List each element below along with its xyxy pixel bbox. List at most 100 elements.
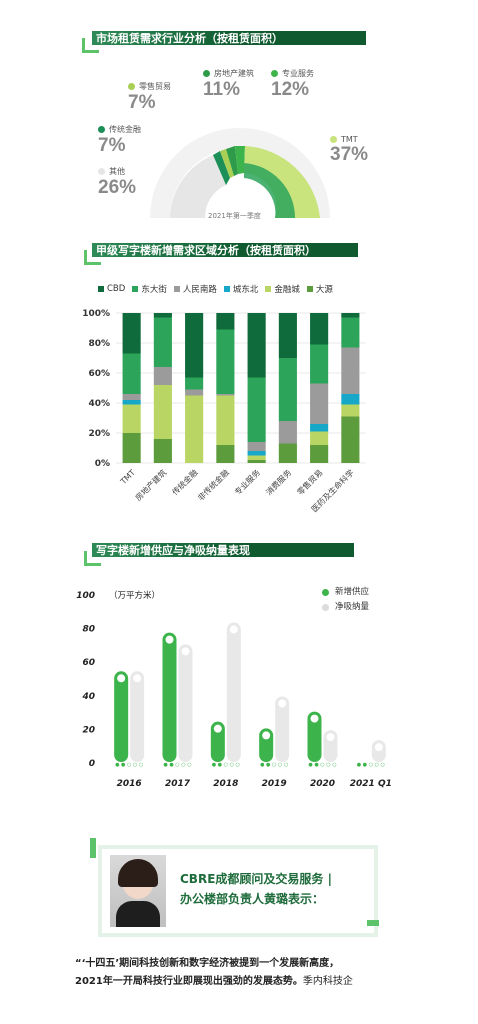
bar-segment — [153, 317, 172, 367]
pie-item-pct: 11% — [203, 79, 240, 100]
legend-swatch — [173, 286, 180, 292]
bar-segment — [153, 385, 172, 439]
bar-segment — [247, 313, 266, 378]
legend-dot — [322, 589, 329, 596]
legend-label: 金融城 — [274, 285, 300, 295]
legend-label: 大源 — [315, 285, 333, 295]
bar-segment — [278, 358, 297, 421]
pie-item-label: 传统金融 — [109, 125, 141, 134]
slice-tmt-inner — [244, 163, 296, 218]
bar-segment — [341, 416, 360, 463]
dot-icon — [98, 126, 105, 133]
quote-line2-bold: 2021年一开局科技行业即展现出强劲的发展态势。 — [75, 976, 303, 987]
supply-absorption-chart: 0 20 40 60 80 100 （万平方米） ● ● ○ ○ ○ 2016 ● ● ○ ○ ○… — [76, 590, 392, 789]
y-tick-label: 20% — [88, 429, 110, 439]
bar-segment — [278, 421, 297, 444]
legend-swatch — [132, 286, 139, 292]
legend-item: 新增供应 — [322, 585, 369, 600]
pie-item-pct: 7% — [128, 92, 156, 113]
x-tick-label: 零售贸易 — [295, 467, 325, 497]
baseline-dots: ● ● ○ ○ ○ — [115, 762, 143, 768]
dot-icon — [330, 136, 337, 143]
legend-item: 大源 — [306, 283, 333, 295]
legend-swatch — [306, 286, 313, 292]
legend-label: 人民南路 — [182, 285, 217, 295]
pie-item-label: TMT — [341, 135, 358, 144]
quote-line1: “‘十四五’期间科技创新和数字经济被提到一个发展新高度， — [75, 958, 340, 969]
bar-cap — [229, 625, 238, 634]
quote-line2-rest: 季内科技企 — [302, 976, 353, 987]
bar-segment — [122, 394, 141, 400]
y-tick-label: 0% — [95, 459, 110, 469]
bar-segment — [247, 442, 266, 451]
slice-realestate — [226, 146, 238, 176]
section-title-1: 市场租赁需求行业分析（按租赁面积） — [92, 31, 366, 45]
bar-segment — [153, 439, 172, 463]
bar-segment — [247, 460, 266, 463]
avatar — [110, 855, 166, 927]
bar-segment — [341, 347, 360, 394]
section-bracket — [84, 551, 101, 566]
bar-segment — [185, 395, 204, 463]
donut-chart — [150, 128, 330, 218]
bar-cap — [278, 699, 287, 708]
pie-caption: 2021年第一季度 — [208, 212, 261, 220]
slice-professional — [235, 146, 245, 174]
y-tick-label: 80% — [88, 339, 110, 349]
y-unit-label: （万平方米） — [109, 590, 160, 601]
slice-tmt — [244, 146, 320, 218]
legend-item: CBD — [98, 284, 125, 294]
pie-item-label: 零售贸易 — [139, 82, 171, 91]
bar-segment — [122, 404, 141, 433]
absorption-bar — [178, 644, 193, 762]
profile-title: CBRE成都顾问及交易服务 | 办公楼部负责人黄璐表示： — [180, 869, 332, 909]
profile-title-line2: 办公楼部负责人黄璐表示： — [180, 892, 325, 906]
x-tick-label: TMT — [118, 468, 137, 487]
slice-other — [170, 155, 226, 218]
bar-segment — [310, 344, 329, 384]
y-tick-label: 80 — [82, 625, 95, 635]
bar-segment — [122, 313, 141, 354]
bar-segment — [185, 313, 204, 378]
supply-bar — [210, 721, 225, 762]
y-tick-label: 40% — [88, 399, 110, 409]
baseline-dots: ● ● ○ ○ ○ — [212, 762, 240, 768]
bar-segment — [122, 353, 141, 394]
pie-item-pct: 37% — [330, 144, 369, 165]
pie-item-pct: 7% — [98, 135, 126, 156]
bar-segment — [341, 317, 360, 348]
pie-label-professional: 专业服务 12% — [271, 68, 314, 101]
x-tick-label: 消费服务 — [264, 467, 294, 497]
bar-cap — [310, 714, 319, 723]
bar-segment — [341, 394, 360, 405]
pie-item-label: 其他 — [109, 167, 125, 176]
bar-segment — [310, 431, 329, 445]
legend-label: 净吸纳量 — [335, 602, 370, 612]
bar-segment — [122, 433, 141, 463]
x-tick-label: 2016 — [117, 779, 142, 789]
legend-item: 城东北 — [223, 283, 258, 295]
supply-bar — [114, 671, 129, 762]
bar-segment — [216, 394, 235, 396]
y-tick-label: 100 — [76, 591, 95, 601]
bar-segment — [341, 313, 360, 318]
section-title-3: 写字楼新增供应与净吸纳量表现 — [92, 543, 354, 557]
bar-segment — [185, 377, 204, 390]
bar-segment — [310, 383, 329, 424]
bar-segment — [310, 445, 329, 463]
legend-label: 东大街 — [141, 285, 167, 295]
absorption-bar — [130, 671, 145, 762]
absorption-bar — [226, 622, 241, 762]
slice-retail — [220, 149, 234, 178]
bar-segment — [153, 367, 172, 385]
profile-card: CBRE成都顾问及交易服务 | 办公楼部负责人黄璐表示： — [98, 845, 378, 937]
legend-item: 东大街 — [132, 283, 167, 295]
section-bracket — [82, 38, 99, 53]
bar-cap — [165, 635, 174, 644]
bar-segment — [216, 329, 235, 394]
x-tick-label: 2018 — [213, 779, 238, 789]
bar-cap — [117, 674, 126, 683]
legend-label: CBD — [107, 284, 126, 294]
baseline-dots: ● ● ○ ○ ○ — [260, 762, 288, 768]
x-tick-label: 2019 — [262, 779, 287, 789]
